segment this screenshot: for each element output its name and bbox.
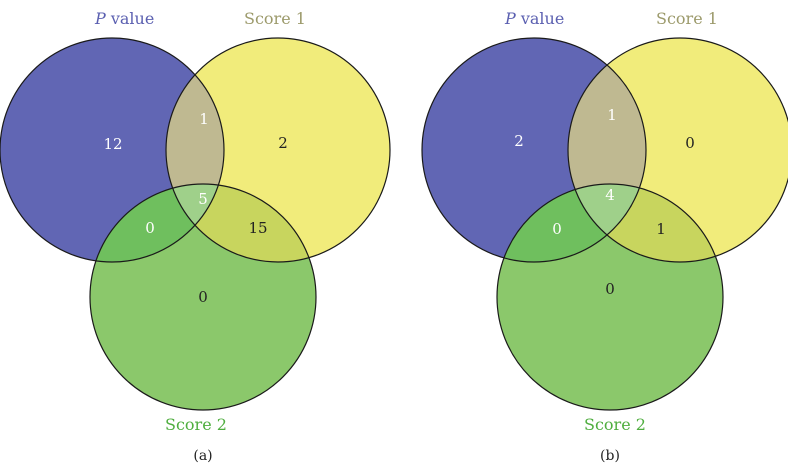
score1-score2-overlap-a bbox=[166, 184, 316, 262]
count-pvalue-score2-a: 0 bbox=[145, 219, 155, 237]
venn-diagram-b: P value Score 1 Score 2 2 1 0 4 0 1 0 (b… bbox=[421, 9, 788, 464]
count-all-a: 5 bbox=[198, 190, 208, 208]
count-score1-only-a: 2 bbox=[278, 134, 288, 152]
caption-a: (a) bbox=[193, 448, 212, 464]
score2-outline-a bbox=[89, 183, 317, 411]
pvalue-outline-b bbox=[421, 37, 647, 263]
score1-score2-overlap-b bbox=[568, 184, 723, 262]
score1-label-a: Score 1 bbox=[244, 9, 306, 28]
score2-label-b: Score 2 bbox=[584, 415, 646, 434]
count-score1-score2-a: 15 bbox=[248, 219, 267, 237]
count-score1-only-b: 0 bbox=[685, 134, 695, 152]
pvalue-score2-overlap-a bbox=[90, 184, 224, 262]
score2-outline-b bbox=[496, 183, 724, 411]
count-all-b: 4 bbox=[605, 186, 615, 204]
count-pvalue-score1-b: 1 bbox=[607, 106, 617, 124]
count-score1-score2-b: 1 bbox=[656, 220, 666, 238]
count-score2-only-a: 0 bbox=[198, 288, 208, 306]
pvalue-label-b: P value bbox=[504, 9, 564, 28]
count-score2-only-b: 0 bbox=[605, 280, 615, 298]
pvalue-outline-a bbox=[0, 37, 225, 263]
score1-label-b: Score 1 bbox=[656, 9, 718, 28]
pvalue-label-a: P value bbox=[94, 9, 154, 28]
score2-label-a: Score 2 bbox=[165, 415, 227, 434]
count-pvalue-only-a: 12 bbox=[103, 135, 122, 153]
caption-b: (b) bbox=[600, 448, 620, 464]
venn-diagram-a: P value Score 1 Score 2 12 1 2 5 0 15 0 … bbox=[0, 9, 391, 464]
count-pvalue-only-b: 2 bbox=[514, 132, 524, 150]
pvalue-score2-overlap-b bbox=[497, 184, 646, 262]
score1-outline-b bbox=[567, 37, 788, 263]
count-pvalue-score1-a: 1 bbox=[199, 110, 209, 128]
score1-outline-a bbox=[165, 37, 391, 263]
count-pvalue-score2-b: 0 bbox=[552, 220, 562, 238]
